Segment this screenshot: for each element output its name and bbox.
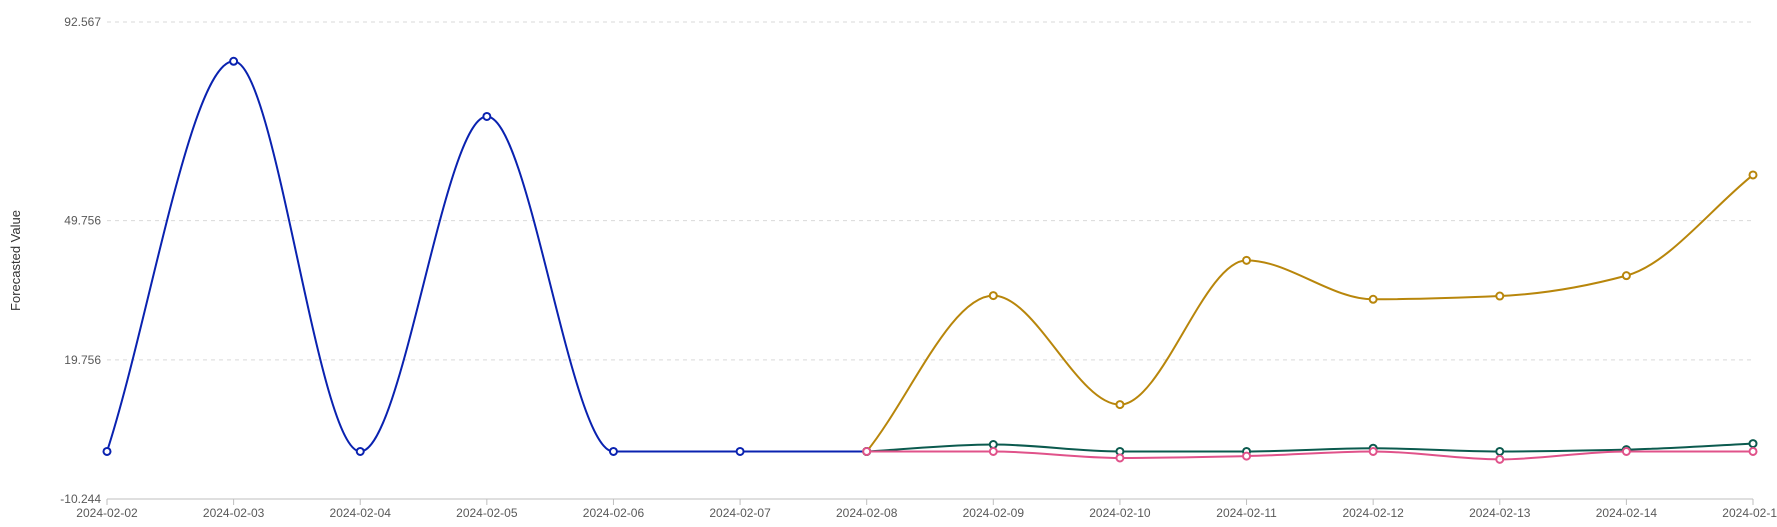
- x-tick-label: 2024-02-13: [1469, 506, 1531, 520]
- series-line: [865, 174, 1754, 453]
- data-point: [1748, 439, 1758, 449]
- data-point: [1495, 446, 1505, 456]
- data-point: [735, 446, 745, 456]
- data-point: [862, 446, 872, 456]
- x-tick-label: 2024-02-04: [330, 506, 392, 520]
- x-tick-label: 2024-02-09: [963, 506, 1025, 520]
- data-point: [1115, 453, 1125, 463]
- data-point: [608, 446, 618, 456]
- y-axis-title: Forecasted Value: [8, 210, 23, 311]
- x-tick-label: 2024-02-05: [456, 506, 518, 520]
- x-tick-label: 2024-02-07: [709, 506, 771, 520]
- x-tick-label: 2024-02-12: [1342, 506, 1404, 520]
- data-point: [1495, 291, 1505, 301]
- x-tick-label: 2024-02-08: [836, 506, 898, 520]
- data-point: [482, 111, 492, 121]
- data-point: [1621, 446, 1631, 456]
- data-point: [1748, 170, 1758, 180]
- data-point: [1368, 294, 1378, 304]
- series-line: [106, 60, 867, 453]
- x-tick-label: 2024-02-10: [1089, 506, 1151, 520]
- series-2: [862, 170, 1758, 456]
- x-tick-label: 2024-02-14: [1596, 506, 1658, 520]
- data-point: [1495, 454, 1505, 464]
- data-point: [1621, 271, 1631, 281]
- x-tick-label: 2024-02-02: [76, 506, 138, 520]
- series-1: [102, 56, 872, 456]
- data-point: [988, 446, 998, 456]
- x-axis-ticks: 2024-02-02 2024-02-03 2024-02-04 2024-02-05…: [76, 499, 1777, 520]
- data-point: [1242, 255, 1252, 265]
- grid-lines: [107, 21, 1753, 361]
- y-tick-label: -10.244: [60, 492, 101, 506]
- series-line: [866, 442, 1754, 453]
- data-point: [988, 291, 998, 301]
- series-4: [862, 446, 1758, 464]
- data-point: [229, 56, 239, 66]
- x-tick-label: 2024-02-06: [583, 506, 645, 520]
- data-point: [1748, 446, 1758, 456]
- series-line: [866, 450, 1753, 461]
- data-point: [988, 440, 998, 450]
- y-tick-label: 19.756: [64, 353, 101, 367]
- y-tick-label: 92.567: [64, 15, 101, 29]
- data-point: [1368, 446, 1378, 456]
- y-tick-label: 49.756: [64, 214, 101, 228]
- series-layer: [102, 56, 1758, 464]
- data-point: [102, 446, 112, 456]
- x-tick-label: 2024-02-03: [203, 506, 265, 520]
- x-tick-label: 2024-02-11: [1216, 506, 1277, 520]
- data-point: [355, 446, 365, 456]
- y-axis-ticks: 92.567 49.756 19.756 -10.244: [60, 15, 101, 506]
- data-point: [1115, 400, 1125, 410]
- x-tick-label: 2024-02-15: [1722, 506, 1777, 520]
- data-point: [1242, 451, 1252, 461]
